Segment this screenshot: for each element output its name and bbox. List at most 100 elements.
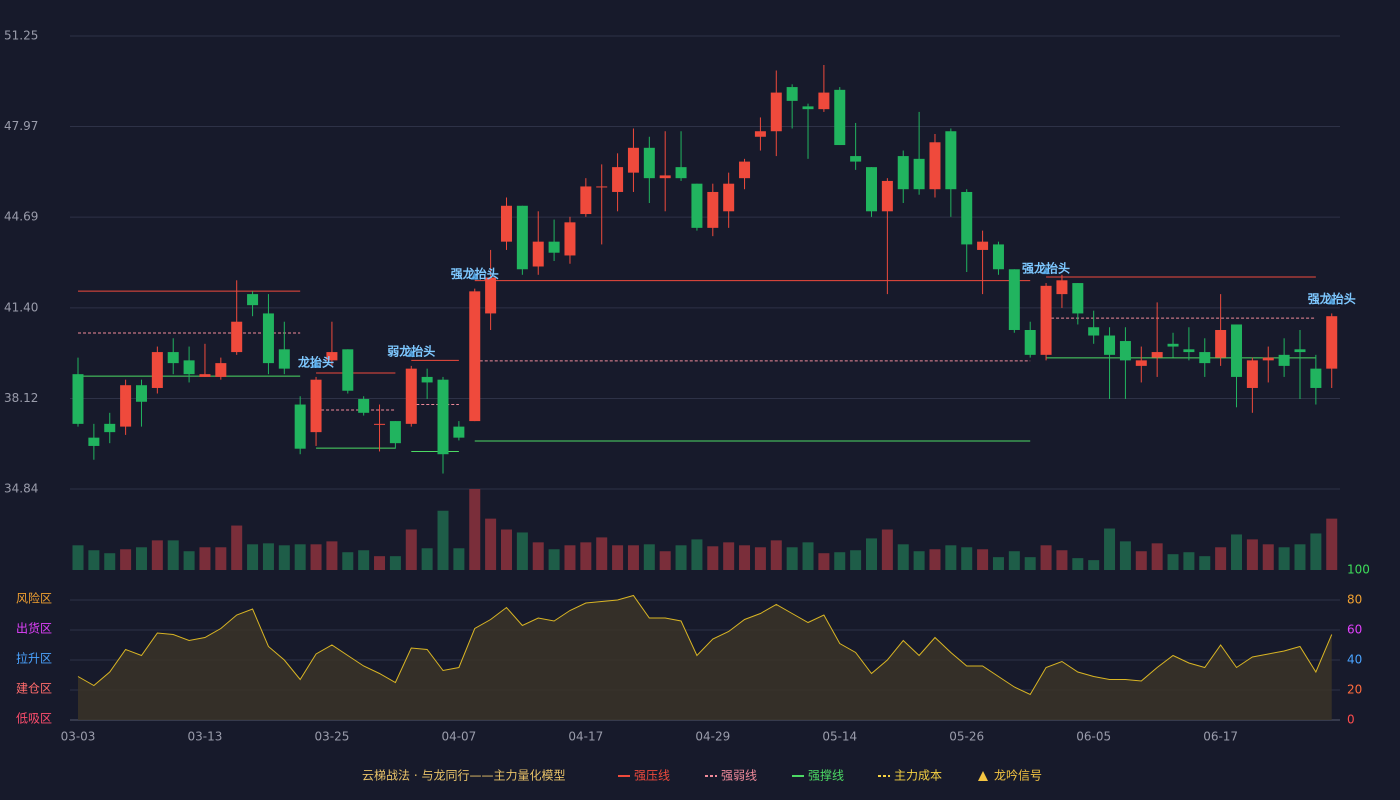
candle-body <box>818 92 830 110</box>
volume-bar <box>992 557 1004 570</box>
candle-body <box>1056 280 1068 295</box>
volume-bar <box>1072 558 1084 570</box>
candle-body <box>358 399 370 413</box>
candle-body <box>977 241 989 250</box>
volume-bar <box>72 545 84 570</box>
candle-body <box>310 379 322 433</box>
candle-body <box>231 321 243 353</box>
candle-body <box>120 385 132 427</box>
candle-body <box>850 156 862 162</box>
volume-bar <box>707 546 719 570</box>
volume-bar <box>326 541 338 570</box>
y-tick-label: 51.25 <box>4 29 38 43</box>
volume-bar <box>945 545 957 570</box>
volume-bar <box>278 545 290 570</box>
volume-bar <box>1008 551 1020 570</box>
candle-body <box>1135 360 1147 366</box>
candle-body <box>691 183 703 228</box>
volume-bar <box>199 547 211 570</box>
candle-body <box>739 161 751 179</box>
candle-body <box>1183 349 1195 353</box>
candle-body <box>627 147 639 173</box>
candle-body <box>1008 269 1020 330</box>
candle-body <box>881 180 893 212</box>
volume-bar <box>1262 544 1274 570</box>
legend-label: 强撑线 <box>808 768 844 783</box>
y-tick-label: 44.69 <box>4 210 38 224</box>
volume-bar <box>596 537 608 570</box>
signal-marker <box>312 359 321 368</box>
candle-body <box>485 277 497 314</box>
volume-bar <box>310 544 322 570</box>
candle-body <box>374 423 386 425</box>
x-tick-label: 03-13 <box>188 730 223 744</box>
candle-body <box>516 205 528 270</box>
volume-bar <box>532 542 544 570</box>
signal-marker <box>1327 296 1336 305</box>
y-tick-label: 80 <box>1347 593 1362 607</box>
volume-bar <box>612 545 624 570</box>
candle-body <box>453 426 465 438</box>
candle-body <box>834 89 846 146</box>
y-tick-label: 47.97 <box>4 119 38 133</box>
volume-bar <box>453 548 465 570</box>
legend-label: 强压线 <box>634 769 670 783</box>
volume-bar <box>215 547 227 570</box>
candle-body <box>500 205 512 242</box>
volume-bar <box>1215 547 1227 570</box>
candle-body <box>1167 343 1179 347</box>
candle-body <box>1072 283 1084 314</box>
volume-bar <box>866 538 877 570</box>
volume-bar <box>897 544 909 570</box>
candle-body <box>1024 329 1036 355</box>
x-tick-label: 05-26 <box>949 730 984 744</box>
candle-body <box>897 156 909 190</box>
candle-body <box>659 175 671 179</box>
candle-body <box>88 437 100 446</box>
candle-body <box>1294 349 1306 353</box>
candle-body <box>707 191 719 228</box>
volume-bar <box>183 551 195 570</box>
volume-bar <box>1326 518 1338 570</box>
x-tick-label: 03-03 <box>61 730 96 744</box>
y-tick-label: 34.84 <box>4 482 38 496</box>
volume-bar <box>1183 552 1195 570</box>
candle-body <box>913 158 925 190</box>
volume-bar <box>1246 539 1258 570</box>
candle-body <box>548 241 560 253</box>
candle-body <box>754 131 766 137</box>
volume-bar <box>231 525 243 570</box>
volume-bar <box>1104 528 1116 570</box>
candle-body <box>262 313 274 364</box>
volume-bar <box>548 549 560 570</box>
candle-body <box>135 385 147 402</box>
volume-bar <box>485 518 497 570</box>
volume-bar <box>564 545 576 570</box>
candle-body <box>247 294 259 306</box>
volume-bar <box>723 542 735 570</box>
candle-body <box>104 423 116 433</box>
candle-body <box>389 421 401 444</box>
volume-bar <box>469 489 481 570</box>
volume-bar <box>262 543 274 570</box>
volume-bar <box>1231 534 1243 570</box>
legend-title: 云梯战法 · 与龙同行——主力量化模型 <box>362 769 565 783</box>
volume-bar <box>1024 557 1036 570</box>
candle-body <box>199 374 211 377</box>
volume-bar <box>389 556 401 570</box>
volume-bar <box>627 545 639 570</box>
candle-body <box>1040 285 1052 355</box>
volume-bar <box>120 549 132 570</box>
signal-marker <box>1042 266 1051 275</box>
x-tick-label: 06-05 <box>1076 730 1111 744</box>
candle-body <box>151 352 163 388</box>
volume-bar <box>151 540 163 570</box>
candle-body <box>992 244 1004 270</box>
candle-body <box>961 191 973 245</box>
candle-body <box>342 349 354 391</box>
x-tick-label: 03-25 <box>314 730 349 744</box>
volume-bar <box>643 544 655 570</box>
candle-body <box>278 349 290 369</box>
candle-body <box>326 352 338 361</box>
